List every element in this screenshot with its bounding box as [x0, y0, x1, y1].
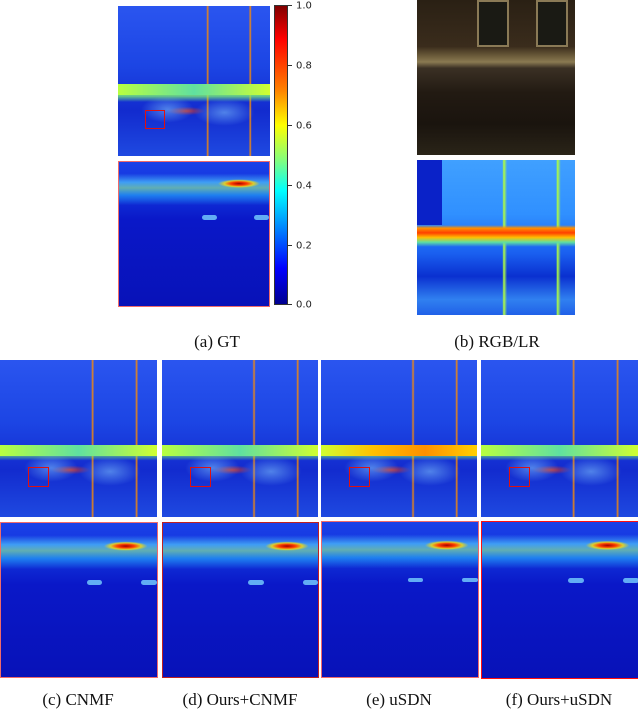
- car-region: [78, 457, 142, 486]
- cnmf-full-image: [0, 360, 157, 517]
- highlight-spot: [86, 579, 103, 585]
- colorbar-tick-label: 0.2: [296, 240, 312, 252]
- caption-usdn: (e) uSDN: [366, 690, 432, 709]
- colorbar-tick-label: 0.0: [296, 299, 312, 311]
- car-region: [23, 454, 79, 483]
- ours-usdn-full-image: [481, 360, 638, 517]
- highlight-spot: [254, 215, 269, 220]
- colorbar-tick-label: 0.4: [296, 180, 312, 192]
- colorbar-tick: [288, 5, 292, 6]
- gt-full-image: [118, 6, 270, 156]
- ours-cnmf-zoom-inset: [162, 522, 319, 678]
- ours-cnmf-full-image: [162, 360, 318, 517]
- highlight-spot: [201, 215, 217, 220]
- colorbar-tick: [288, 185, 292, 186]
- roi-box: [349, 467, 370, 487]
- balcony-highlight: [321, 444, 477, 456]
- car-region: [140, 96, 194, 123]
- highlight-spot: [302, 579, 318, 585]
- window: [535, 0, 568, 48]
- highlight-spot: [462, 577, 478, 583]
- balcony-highlight: [0, 444, 157, 456]
- colorbar-tick: [288, 304, 292, 305]
- colorbar-tick-label: 1.0: [296, 0, 312, 12]
- balcony-highlight: [162, 444, 318, 456]
- car-region: [240, 457, 303, 486]
- balcony-highlight: [481, 444, 638, 456]
- roi-box: [28, 467, 49, 487]
- car-region: [185, 454, 240, 483]
- car-region: [344, 454, 399, 483]
- balcony-highlight: [118, 84, 270, 95]
- usdn-full-image: [321, 360, 477, 517]
- caption-ours-usdn: (f) Ours+uSDN: [505, 690, 613, 709]
- car-region: [399, 457, 462, 486]
- colorbar-tick-label: 0.6: [296, 120, 312, 132]
- colorbar: [274, 5, 288, 305]
- highlight-spot: [248, 579, 264, 585]
- rgb-image: [417, 0, 575, 155]
- highlight-spot: [568, 578, 585, 583]
- colorbar-tick-label: 0.8: [296, 60, 312, 72]
- car-region: [504, 454, 560, 483]
- ours-usdn-zoom-inset: [481, 521, 638, 679]
- lr-image: [417, 160, 575, 315]
- highlight-spot: [623, 578, 638, 583]
- colorbar-tick: [288, 245, 292, 246]
- caption-cnmf: (c) CNMF: [42, 690, 114, 709]
- caption-rgb-lr: (b) RGB/LR: [454, 332, 540, 351]
- colorbar-tick: [288, 65, 292, 66]
- highlight-spot: [407, 577, 424, 583]
- roi-box: [509, 467, 530, 487]
- gt-zoom-inset: [118, 161, 270, 307]
- dark-region: [417, 160, 443, 226]
- colorbar-tick: [288, 125, 292, 126]
- roi-box: [145, 110, 165, 129]
- roi-box: [190, 467, 211, 487]
- car-region: [559, 457, 623, 486]
- highlight-spot: [141, 579, 157, 585]
- caption-gt: (a) GT: [194, 332, 240, 351]
- window: [477, 0, 510, 48]
- caption-ours-cnmf: (d) Ours+CNMF: [182, 690, 298, 709]
- cnmf-zoom-inset: [0, 522, 158, 678]
- usdn-zoom-inset: [321, 521, 479, 678]
- car-region: [194, 99, 255, 126]
